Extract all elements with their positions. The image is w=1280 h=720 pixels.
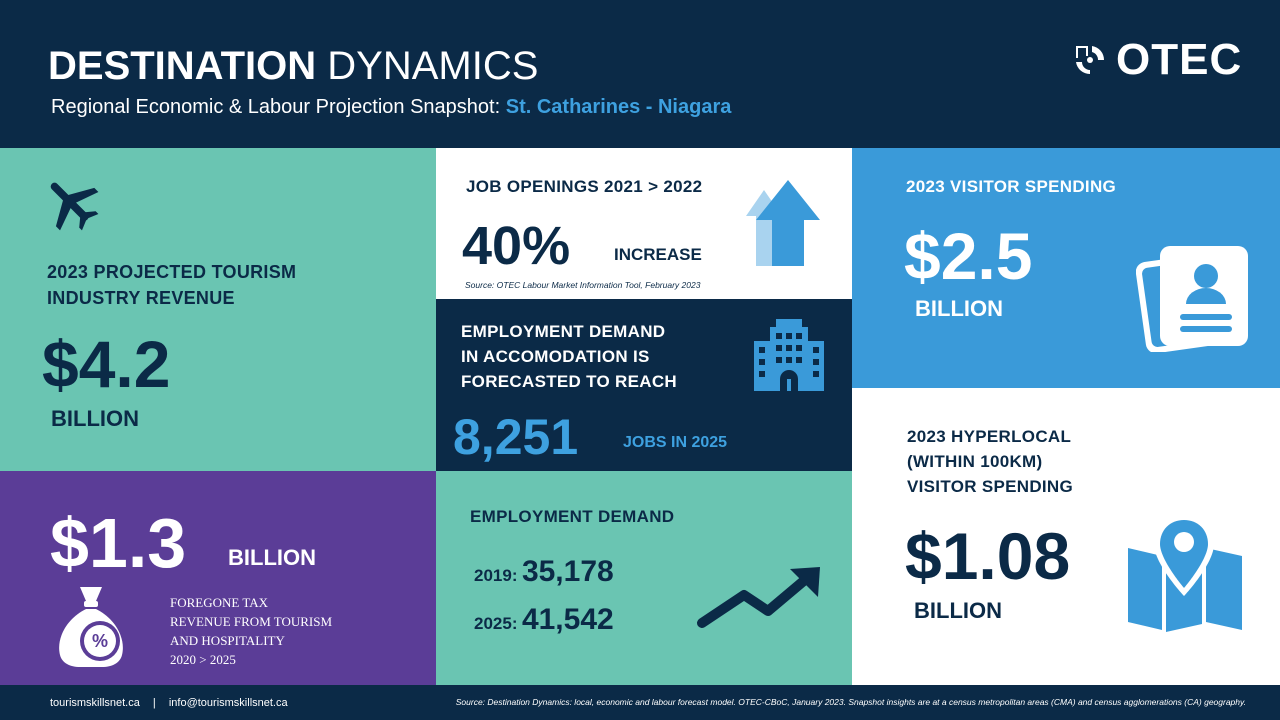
logo-text: OTEC bbox=[1116, 35, 1243, 84]
jobs-label: JOB OPENINGS 2021 > 2022 bbox=[466, 177, 703, 196]
accom-suffix: JOBS IN 2025 bbox=[623, 434, 728, 451]
demand-value: 35,178 bbox=[521, 555, 614, 588]
footer-email-link[interactable]: info@tourismskillsnet.ca bbox=[168, 697, 288, 709]
otec-logo: OTEC bbox=[1072, 38, 1242, 82]
demand-label: EMPLOYMENT DEMAND bbox=[470, 507, 675, 526]
trend-up-arrow-icon bbox=[697, 567, 820, 628]
title-bold: DESTINATION bbox=[48, 44, 317, 88]
employment-demand-panel: EMPLOYMENT DEMAND 2019: 35,178 2025: 41,… bbox=[436, 471, 852, 685]
page-title: DESTINATION DYNAMICS bbox=[48, 42, 538, 90]
airplane-icon bbox=[50, 182, 99, 231]
map-pin-icon bbox=[1128, 514, 1242, 632]
accom-label-line2: IN ACCOMODATION IS bbox=[461, 347, 650, 366]
hyper-label-line3: VISITOR SPENDING bbox=[907, 477, 1074, 496]
footer: tourismskillsnet.ca | info@tourismskills… bbox=[0, 685, 1280, 720]
accom-label-line3: FORECASTED TO REACH bbox=[461, 372, 678, 391]
demand-row-2025: 2025: 41,542 bbox=[474, 602, 614, 643]
hyperlocal-spending-panel: 2023 HYPERLOCAL (WITHIN 100KM) VISITOR S… bbox=[852, 388, 1280, 685]
footer-website-link[interactable]: tourismskillsnet.ca bbox=[50, 697, 140, 709]
header: DESTINATION DYNAMICS Regional Economic &… bbox=[0, 0, 1280, 148]
visitor-label: 2023 VISITOR SPENDING bbox=[906, 177, 1117, 196]
page-subtitle: Regional Economic & Labour Projection Sn… bbox=[51, 94, 731, 120]
demand-value: 41,542 bbox=[521, 603, 614, 636]
demand-year: 2019: bbox=[474, 566, 518, 585]
otec-logo-mark-icon bbox=[1076, 46, 1105, 75]
footer-contact: tourismskillsnet.ca | info@tourismskills… bbox=[50, 696, 288, 710]
visitor-value: $2.5 bbox=[904, 219, 1033, 293]
visitor-spending-panel: 2023 VISITOR SPENDING $2.5 BILLION bbox=[852, 148, 1280, 388]
title-light: DYNAMICS bbox=[327, 44, 539, 88]
accommodation-demand-panel: EMPLOYMENT DEMAND IN ACCOMODATION IS FOR… bbox=[436, 299, 852, 471]
svg-text:%: % bbox=[92, 631, 108, 651]
footer-source: Source: Destination Dynamics: local, eco… bbox=[455, 697, 1246, 707]
up-arrow-icon bbox=[746, 180, 820, 266]
hotel-building-icon bbox=[754, 319, 824, 391]
footer-separator: | bbox=[152, 697, 156, 709]
hyper-value: $1.08 bbox=[905, 519, 1071, 593]
tourism-revenue-panel: 2023 PROJECTED TOURISM INDUSTRY REVENUE … bbox=[0, 148, 436, 471]
tax-desc-line4: 2020 > 2025 bbox=[170, 652, 236, 667]
tax-desc-line1: FOREGONE TAX bbox=[170, 595, 269, 610]
tourism-unit: BILLION bbox=[51, 406, 139, 431]
tourism-label-line1: 2023 PROJECTED TOURISM bbox=[47, 262, 297, 282]
tax-value: $1.3 bbox=[50, 504, 187, 582]
hyper-label-line1: 2023 HYPERLOCAL bbox=[907, 427, 1072, 446]
accom-label-line1: EMPLOYMENT DEMAND bbox=[461, 322, 666, 341]
accom-value: 8,251 bbox=[453, 409, 579, 465]
job-openings-panel: JOB OPENINGS 2021 > 2022 40% INCREASE So… bbox=[436, 148, 852, 299]
subtitle-region: St. Catharines - Niagara bbox=[505, 96, 732, 118]
jobs-value: 40% bbox=[462, 216, 571, 276]
demand-year: 2025: bbox=[474, 614, 518, 633]
subtitle-prefix: Regional Economic & Labour Projection Sn… bbox=[51, 96, 501, 118]
demand-row-2019: 2019: 35,178 bbox=[474, 554, 614, 595]
jobs-source: Source: OTEC Labour Market Information T… bbox=[465, 280, 701, 290]
tourism-label-line2: INDUSTRY REVENUE bbox=[47, 288, 235, 308]
tax-unit: BILLION bbox=[228, 545, 316, 570]
foregone-tax-panel: $1.3 BILLION % FOREGONE TAX REVENUE FROM… bbox=[0, 471, 436, 685]
tax-desc-line3: AND HOSPITALITY bbox=[170, 633, 285, 648]
tourism-value: $4.2 bbox=[42, 327, 171, 401]
jobs-suffix: INCREASE bbox=[614, 245, 702, 264]
hyper-label-line2: (WITHIN 100KM) bbox=[907, 452, 1043, 471]
id-cards-icon bbox=[1136, 246, 1248, 352]
tax-desc-line2: REVENUE FROM TOURISM bbox=[170, 614, 333, 629]
hyper-unit: BILLION bbox=[914, 598, 1002, 623]
money-bag-percent-icon: % bbox=[59, 587, 123, 667]
visitor-unit: BILLION bbox=[915, 296, 1003, 321]
